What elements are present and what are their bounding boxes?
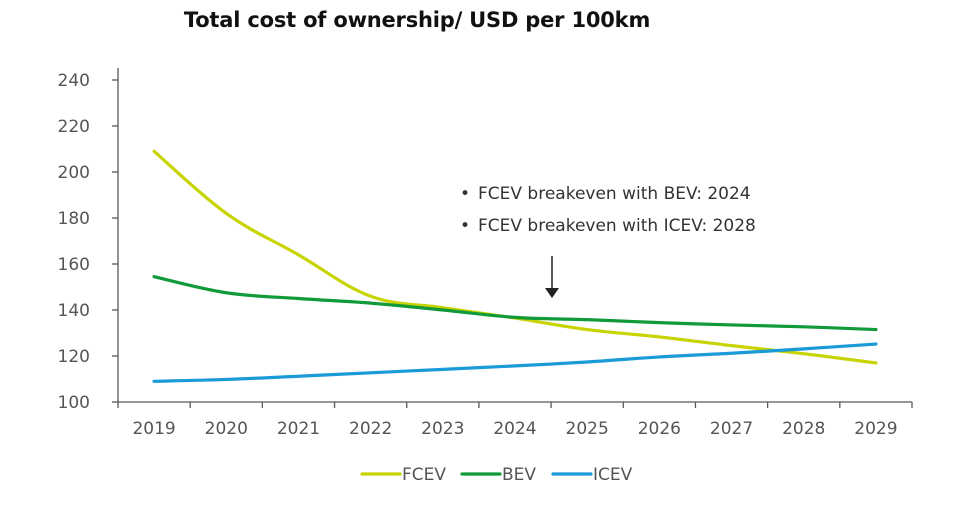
y-tick-label: 160 <box>58 255 90 275</box>
x-tick-label: 2022 <box>349 419 392 439</box>
legend-label-fcev: FCEV <box>402 465 446 485</box>
axes: 100 120 140 160 180 200 220 240 2019 2020 2021 2022… <box>58 68 913 439</box>
x-tick-label: 2019 <box>132 419 175 439</box>
y-tick-label: 120 <box>58 347 90 367</box>
y-tick-label: 140 <box>58 301 90 321</box>
y-tick-label: 220 <box>58 117 90 137</box>
x-tick-label: 2021 <box>277 419 320 439</box>
x-tick-label: 2025 <box>566 419 609 439</box>
x-tick-label: 2026 <box>638 419 681 439</box>
x-tick-label: 2029 <box>854 419 897 439</box>
series-line-icev <box>152 342 878 383</box>
annotation-text-2: FCEV breakeven with ICEV: 2028 <box>478 216 756 236</box>
x-tick-label: 2028 <box>782 419 825 439</box>
x-tick-label: 2024 <box>493 419 536 439</box>
y-tick-label: 100 <box>58 393 90 413</box>
x-tick-label: 2027 <box>710 419 753 439</box>
legend-label-icev: ICEV <box>593 465 633 485</box>
chart-title: Total cost of ownership/ USD per 100km <box>183 8 651 32</box>
legend: FCEV BEV ICEV <box>360 465 633 485</box>
y-tick-label: 180 <box>58 209 90 229</box>
series-lines <box>152 149 878 383</box>
annotation-bullet-2: • <box>460 216 470 236</box>
annotation-bullet-1: • <box>460 184 470 204</box>
legend-label-bev: BEV <box>502 465 536 485</box>
y-tick-label: 240 <box>58 71 90 91</box>
series-line-bev <box>152 275 878 332</box>
x-tick-label: 2023 <box>421 419 464 439</box>
arrow-down-icon <box>545 288 559 298</box>
annotation: • FCEV breakeven with BEV: 2024 • FCEV b… <box>460 184 756 298</box>
y-tick-label: 200 <box>58 163 90 183</box>
annotation-text-1: FCEV breakeven with BEV: 2024 <box>478 184 751 204</box>
x-tick-label: 2020 <box>205 419 248 439</box>
